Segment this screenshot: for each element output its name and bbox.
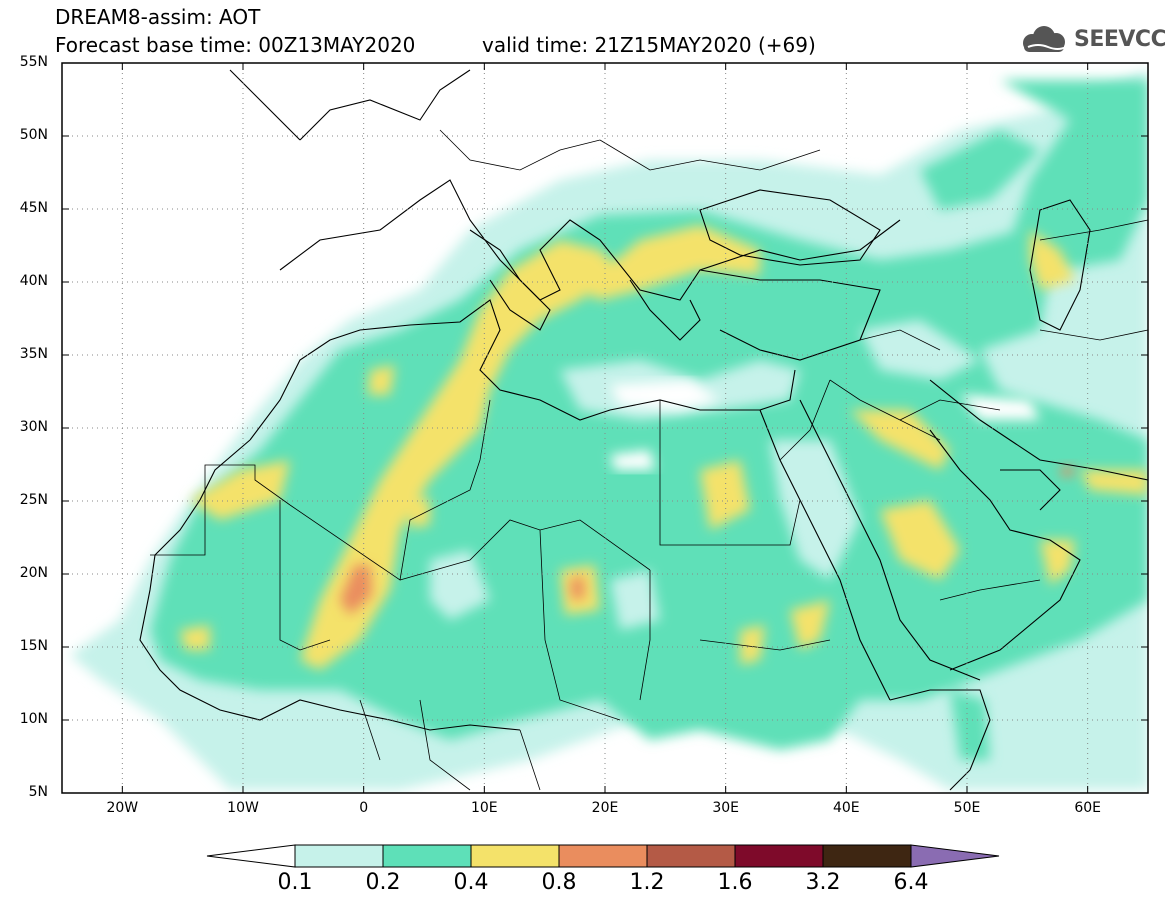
aot-field (62, 63, 1148, 793)
seevccc-logo: SEEVCCC (1018, 25, 1165, 55)
colorbar-box (646, 844, 736, 868)
lat-label: 30N (19, 419, 48, 435)
lat-label: 40N (19, 273, 48, 289)
lat-label: 55N (19, 54, 48, 70)
aot-clear (610, 380, 1040, 470)
lat-label: 50N (19, 127, 48, 143)
aot-level-0.8 (340, 466, 1075, 615)
colorbar-box (822, 844, 912, 868)
lat-label: 45N (19, 200, 48, 216)
colorbar (206, 844, 1000, 868)
lat-label: 10N (19, 711, 48, 727)
lat-label: 15N (19, 638, 48, 654)
lon-label: 40E (832, 800, 860, 816)
valid-time: valid time: 21Z15MAY2020 (+69) (482, 33, 816, 57)
colorbar-box (382, 844, 472, 868)
country-borders (150, 129, 1148, 791)
coastlines (139, 69, 1148, 791)
colorbar-label: 0.1 (277, 870, 313, 895)
colorbar-label: 1.2 (629, 870, 665, 895)
lat-label: 25N (19, 492, 48, 508)
lon-label: 10W (227, 800, 259, 816)
lon-label: 0 (359, 800, 369, 816)
axis-ticks (62, 62, 1148, 794)
colorbar-label: 1.6 (717, 870, 753, 895)
colorbar-high-arrow (910, 844, 1000, 868)
colorbar-box (734, 844, 824, 868)
colorbar-box (470, 844, 560, 868)
colorbar-label: 3.2 (805, 870, 841, 895)
forecast-base-time: Forecast base time: 00Z13MAY2020 (55, 33, 416, 57)
colorbar-box (294, 844, 384, 868)
colorbar-low-arrow (206, 844, 296, 868)
colorbar-label: 6.4 (893, 870, 929, 895)
lon-label: 20E (591, 800, 619, 816)
lon-label: 30E (712, 800, 739, 816)
colorbar-label: 0.8 (541, 870, 577, 895)
colorbar-label: 0.2 (365, 870, 401, 895)
lat-label: 20N (19, 565, 48, 581)
colorbar-box (558, 844, 648, 868)
colorbar-label: 0.4 (453, 870, 489, 895)
logo-text: SEEVCCC (1074, 27, 1165, 52)
lon-label: 10E (470, 800, 498, 816)
map-title: DREAM8-assim: AOT (55, 5, 261, 29)
aot-level-0.4 (180, 225, 1148, 670)
lat-label: 5N (28, 784, 48, 800)
lat-lon-grid (62, 63, 1148, 793)
cloud-icon (1023, 26, 1067, 52)
lon-label: 60E (1074, 800, 1101, 816)
lon-label: 50E (953, 800, 981, 816)
lon-label: 20W (106, 800, 139, 816)
lat-label: 35N (19, 346, 48, 362)
